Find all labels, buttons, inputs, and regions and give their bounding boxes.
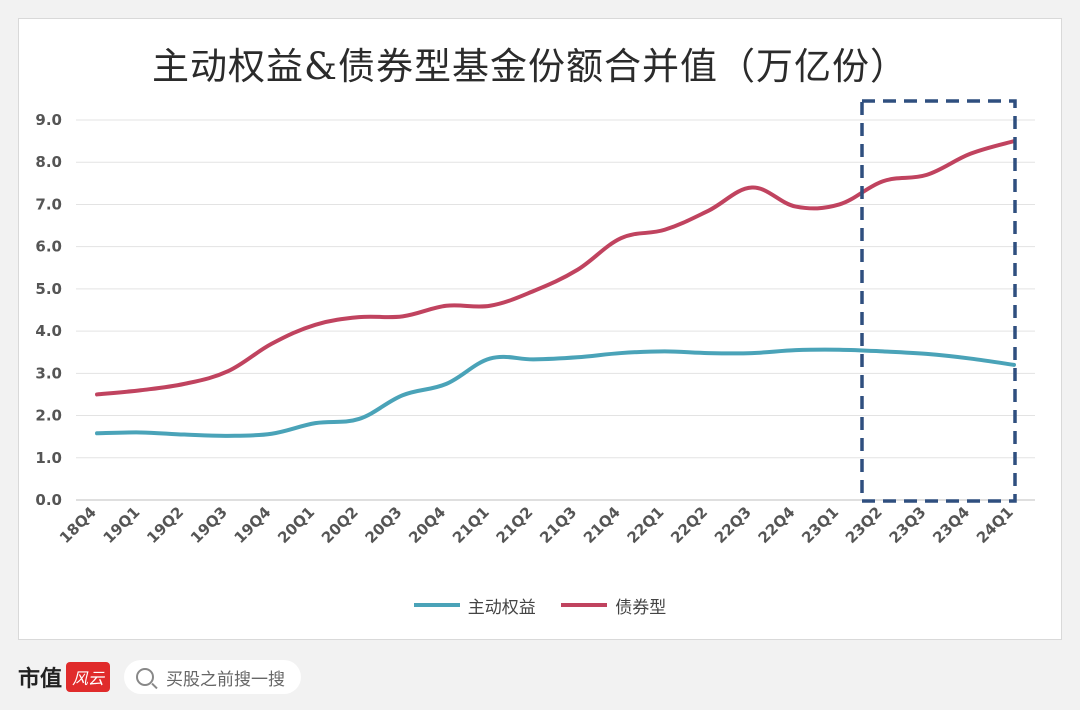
search-icon bbox=[136, 668, 155, 686]
x-tick-label: 19Q3 bbox=[187, 503, 231, 547]
x-tick-label: 21Q2 bbox=[493, 503, 537, 547]
chart-card bbox=[18, 18, 1062, 640]
y-tick-label: 7.0 bbox=[35, 195, 62, 213]
x-tick-label: 21Q1 bbox=[449, 503, 493, 547]
legend-label-equity: 主动权益 bbox=[467, 597, 536, 618]
x-tick-label: 24Q1 bbox=[973, 503, 1017, 547]
footer-bar: 市值 风云 买股之前搜一搜 bbox=[18, 655, 302, 699]
y-tick-label: 8.0 bbox=[35, 153, 62, 171]
x-tick-label: 22Q1 bbox=[624, 503, 668, 547]
y-tick-label: 9.0 bbox=[35, 111, 62, 129]
y-tick-label: 6.0 bbox=[35, 238, 62, 256]
x-tick-label: 22Q4 bbox=[755, 503, 799, 547]
y-tick-label: 2.0 bbox=[35, 407, 62, 425]
x-tick-label: 21Q3 bbox=[536, 503, 580, 547]
search-box[interactable]: 买股之前搜一搜 bbox=[124, 660, 302, 694]
x-tick-label: 20Q4 bbox=[405, 503, 449, 547]
x-tick-label: 23Q4 bbox=[929, 503, 973, 547]
legend-swatch-bond bbox=[561, 603, 608, 607]
highlight-box bbox=[860, 99, 1017, 503]
x-tick-label: 19Q1 bbox=[100, 503, 144, 547]
brand-name: 市值 bbox=[18, 667, 63, 692]
legend-item-equity: 主动权益 bbox=[413, 593, 536, 618]
brand-logo: 风云 bbox=[66, 662, 111, 692]
x-tick-label: 18Q4 bbox=[56, 503, 100, 547]
equity-series-line bbox=[95, 347, 1016, 438]
y-tick-label: 4.0 bbox=[35, 322, 62, 340]
search-placeholder: 买股之前搜一搜 bbox=[166, 669, 286, 690]
x-tick-label: 19Q4 bbox=[231, 503, 275, 547]
x-tick-label: 20Q3 bbox=[362, 503, 406, 547]
x-tick-label: 23Q2 bbox=[842, 503, 886, 547]
x-tick-label: 23Q1 bbox=[798, 503, 842, 547]
y-tick-label: 1.0 bbox=[35, 449, 62, 467]
y-tick-label: 5.0 bbox=[35, 280, 62, 298]
x-tick-label: 20Q1 bbox=[274, 503, 318, 547]
x-tick-label: 22Q3 bbox=[711, 503, 755, 547]
y-tick-label: 3.0 bbox=[35, 364, 62, 382]
legend-item-bond: 债券型 bbox=[561, 593, 666, 618]
x-tick-label: 20Q2 bbox=[318, 503, 362, 547]
legend-swatch-equity bbox=[413, 603, 460, 607]
legend-label-bond: 债券型 bbox=[615, 597, 667, 618]
x-tick-label: 19Q2 bbox=[143, 503, 187, 547]
x-tick-label: 21Q4 bbox=[580, 503, 624, 547]
x-tick-label: 22Q2 bbox=[667, 503, 711, 547]
chart-legend: 主动权益 债券型 bbox=[0, 592, 1080, 618]
x-tick-label: 23Q3 bbox=[886, 503, 930, 547]
chart-title: 主动权益&债券型基金份额合并值（万亿份） bbox=[152, 45, 908, 88]
y-tick-label: 0.0 bbox=[35, 491, 62, 509]
bond-series-line bbox=[95, 139, 1016, 397]
